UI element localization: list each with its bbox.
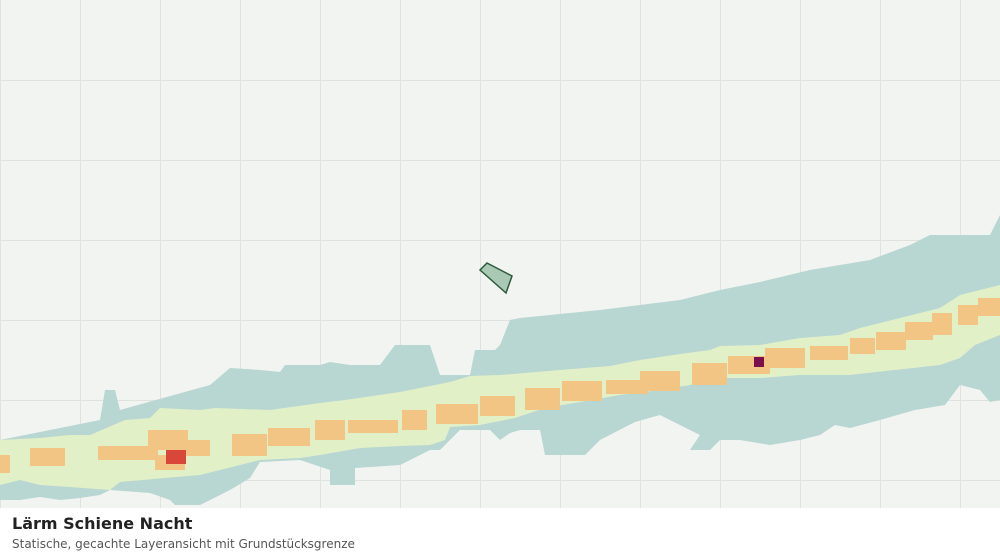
map-view (0, 0, 1000, 508)
layer-subtitle: Statische, gecachte Layeransicht mit Gru… (12, 537, 355, 551)
noise-zone-very-high (166, 450, 186, 464)
parcel-boundary[interactable] (478, 262, 513, 295)
caption: Lärm Schiene Nacht Statische, gecachte L… (0, 508, 1000, 560)
noise-zone-high (0, 298, 1000, 473)
layer-title: Lärm Schiene Nacht (12, 514, 193, 533)
noise-zone-extreme (754, 357, 764, 367)
